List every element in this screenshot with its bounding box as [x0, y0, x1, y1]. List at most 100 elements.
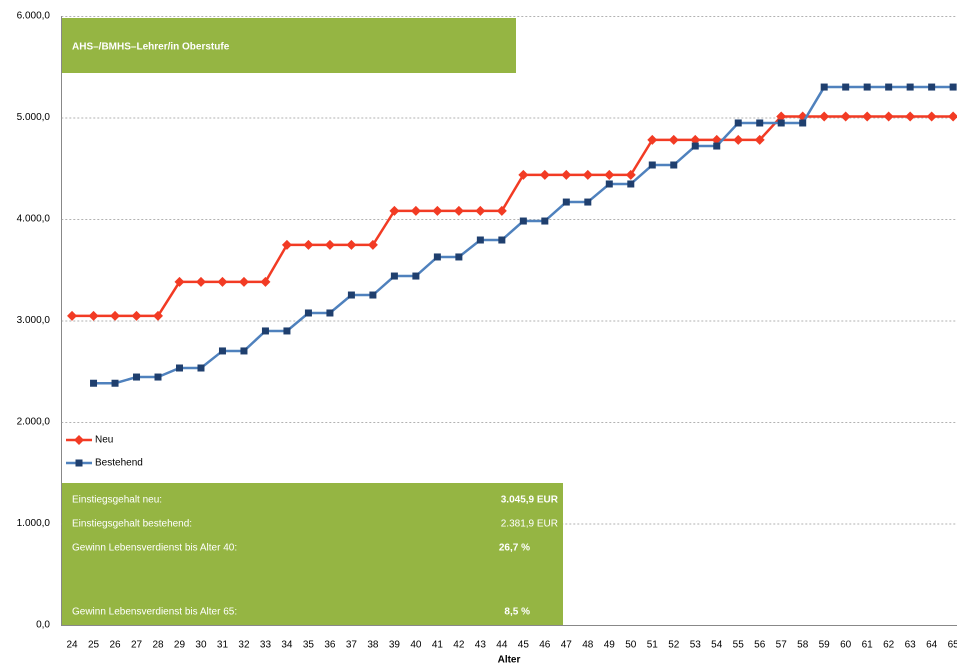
point: [153, 310, 164, 321]
point: [819, 111, 830, 122]
point: [88, 310, 99, 321]
point: [842, 83, 850, 91]
point: [905, 111, 916, 122]
point: [281, 239, 292, 250]
x-tick-label: 38: [367, 640, 379, 651]
x-axis-label: Alter: [498, 655, 521, 666]
point: [518, 169, 529, 180]
y-tick-label: 4.000,0: [17, 214, 51, 225]
point: [496, 205, 507, 216]
x-tick-label: 60: [840, 640, 852, 651]
point: [562, 198, 570, 206]
x-tick-label: 44: [496, 640, 508, 651]
point: [303, 239, 314, 250]
point: [539, 169, 550, 180]
point: [410, 205, 421, 216]
point: [584, 198, 592, 206]
x-tick-label: 24: [66, 640, 78, 651]
info-label: Einstiegsgehalt bestehend:: [72, 519, 192, 530]
x-tick-label: 59: [819, 640, 831, 651]
point: [862, 111, 873, 122]
x-tick-label: 47: [561, 640, 573, 651]
x-tick-label: 62: [883, 640, 895, 651]
x-tick-label: 33: [260, 640, 272, 651]
y-tick-label: 1.000,0: [17, 518, 51, 529]
info-value: 3.045,9 EUR: [501, 495, 559, 506]
point: [691, 142, 699, 150]
point: [174, 276, 185, 287]
y-tick-label: 3.000,0: [17, 315, 51, 326]
x-tick-label: 52: [668, 640, 680, 651]
legend-marker: [74, 435, 84, 445]
x-tick-label: 51: [647, 640, 659, 651]
point: [326, 309, 334, 317]
x-tick-label: 46: [539, 640, 551, 651]
info-label: Gewinn Lebensverdienst bis Alter 65:: [72, 607, 237, 618]
point: [324, 239, 335, 250]
point: [756, 119, 764, 127]
x-tick-label: 31: [217, 640, 229, 651]
x-tick-label: 64: [926, 640, 938, 651]
x-tick-label: 25: [88, 640, 100, 651]
point: [154, 373, 162, 381]
point: [690, 134, 701, 145]
point: [713, 142, 721, 150]
point: [777, 119, 785, 127]
point: [412, 272, 420, 280]
x-tick-label: 50: [625, 640, 637, 651]
point: [175, 364, 183, 372]
point: [453, 205, 464, 216]
point: [668, 134, 679, 145]
x-tick-label: 37: [346, 640, 358, 651]
point: [840, 111, 851, 122]
x-tick-label: 41: [432, 640, 444, 651]
point: [304, 309, 312, 317]
x-tick-label: 56: [754, 640, 766, 651]
point: [582, 169, 593, 180]
point: [261, 327, 269, 335]
point: [367, 239, 378, 250]
point: [283, 327, 291, 335]
x-tick-label: 61: [862, 640, 874, 651]
point: [90, 379, 98, 387]
point: [799, 119, 807, 127]
x-tick-label: 35: [303, 640, 315, 651]
point: [885, 83, 893, 91]
point: [238, 276, 249, 287]
point: [926, 111, 937, 122]
x-tick-label: 49: [604, 640, 616, 651]
x-tick-label: 63: [905, 640, 917, 651]
point: [733, 134, 744, 145]
point: [347, 291, 355, 299]
point: [647, 134, 658, 145]
point: [605, 180, 613, 188]
point: [390, 272, 398, 280]
point: [389, 205, 400, 216]
point: [346, 239, 357, 250]
x-tick-label: 43: [475, 640, 487, 651]
x-tick-label: 57: [776, 640, 788, 651]
x-tick-label: 58: [797, 640, 809, 651]
point: [776, 111, 787, 122]
point: [131, 310, 142, 321]
x-tick-label: 42: [453, 640, 465, 651]
x-tick-label: 65: [948, 640, 957, 651]
y-tick-label: 2.000,0: [17, 417, 51, 428]
point: [498, 236, 506, 244]
series-line: [72, 115, 954, 318]
x-tick-label: 28: [152, 640, 164, 651]
x-tick-label: 32: [238, 640, 250, 651]
point: [604, 169, 615, 180]
point: [648, 161, 656, 169]
point: [561, 169, 572, 180]
point: [432, 205, 443, 216]
info-box: [62, 483, 563, 625]
legend-label: Bestehend: [95, 458, 143, 469]
point: [734, 119, 742, 127]
point: [240, 347, 248, 355]
point: [110, 310, 121, 321]
point: [627, 180, 635, 188]
point: [754, 134, 765, 145]
y-tick-label: 6.000,0: [17, 11, 51, 22]
